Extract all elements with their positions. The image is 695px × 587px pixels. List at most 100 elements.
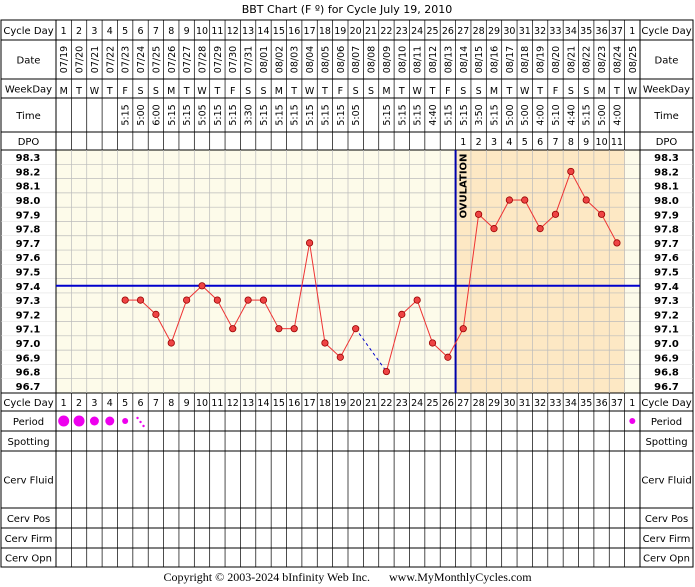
time-cell: 5:00 — [520, 104, 531, 125]
cycle-day-cell: 22 — [380, 398, 392, 409]
temp-segment — [155, 314, 172, 344]
date-cell: 08/02 — [274, 46, 285, 73]
date-cell: 08/07 — [351, 46, 362, 73]
time-cell: 5:15 — [320, 104, 331, 125]
date-cell: 08/11 — [413, 46, 424, 73]
weekday-cell: W — [90, 86, 100, 97]
ytick-label: 97.4 — [654, 282, 679, 293]
weekday-cell: W — [412, 86, 422, 97]
weekday-cell: F — [445, 86, 450, 97]
date-cell: 08/24 — [612, 46, 623, 73]
temp-point — [121, 296, 129, 304]
cycle-day-cell: 18 — [319, 398, 331, 409]
temp-point — [275, 325, 283, 333]
date-cell: 07/27 — [182, 46, 193, 73]
date-cell: 08/25 — [628, 46, 639, 73]
row-label-cycle-day: Cycle Day — [641, 398, 691, 409]
date-cell: 08/13 — [443, 46, 454, 73]
weekday-cell: M — [167, 86, 175, 97]
dpo-cell: 9 — [583, 137, 589, 148]
cycle-day-cell: 34 — [565, 398, 577, 409]
temp-point — [490, 225, 498, 233]
cycle-day-cell: 30 — [503, 26, 515, 37]
dpo-cell: 8 — [568, 137, 574, 148]
ytick-label: 96.9 — [654, 353, 679, 364]
temp-segment — [447, 328, 464, 358]
row-label-time: Time — [15, 111, 40, 122]
cycle-day-cell: 23 — [396, 26, 408, 37]
cycle-day-cell: 18 — [319, 26, 331, 37]
cycle-day-cell: 15 — [273, 398, 285, 409]
row-label-cerv-opn: Cerv Opn — [643, 554, 690, 565]
cycle-day-cell: 26 — [442, 398, 454, 409]
temp-point — [551, 210, 560, 218]
cycle-day-cell: 31 — [519, 398, 531, 409]
time-cell: 5:15 — [336, 104, 347, 125]
site-link[interactable]: www.MyMonthlyCycles.com — [389, 570, 532, 584]
cycle-day-cell: 22 — [380, 26, 392, 37]
time-cell: 5:15 — [413, 104, 424, 125]
cycle-day-cell: 12 — [227, 398, 239, 409]
date-cell: 07/31 — [244, 46, 255, 73]
ytick-label: 98.0 — [16, 196, 41, 207]
cycle-day-cell: 10 — [196, 398, 208, 409]
date-cell: 07/19 — [59, 46, 70, 73]
weekday-cell: W — [628, 86, 638, 97]
date-cell: 08/19 — [536, 46, 547, 73]
cycle-day-cell: 1 — [629, 398, 635, 409]
temp-point — [382, 367, 391, 376]
ytick-label: 97.8 — [654, 225, 679, 236]
cycle-day-cell: 24 — [411, 26, 423, 37]
time-cell: 4:00 — [612, 104, 623, 125]
time-cell: 6:00 — [151, 104, 162, 125]
ytick-label: 97.1 — [16, 325, 41, 336]
cycle-day-cell: 20 — [350, 398, 362, 409]
temp-point — [413, 296, 421, 304]
temp-segment — [416, 299, 433, 344]
date-cell: 08/18 — [520, 46, 531, 73]
temp-segment — [263, 299, 280, 329]
cycle-day-cell: 35 — [580, 26, 592, 37]
dpo-cell: 5 — [522, 137, 528, 148]
row-label-cycle-day: Cycle Day — [3, 398, 53, 409]
cycle-day-cell: 29 — [488, 26, 500, 37]
dpo-cell: 2 — [476, 137, 482, 148]
time-cell: 5:15 — [382, 104, 393, 125]
ytick-label: 96.7 — [16, 382, 41, 393]
weekday-cell: W — [197, 86, 207, 97]
row-label-spotting: Spotting — [7, 437, 49, 448]
time-cell: 3:50 — [474, 104, 485, 125]
time-cell: 5:15 — [259, 104, 270, 125]
time-cell: 4:40 — [428, 104, 439, 125]
ytick-label: 97.7 — [654, 239, 679, 250]
cycle-day-cell: 28 — [473, 398, 485, 409]
time-cell: 5:05 — [351, 104, 362, 125]
cycle-day-cell: 31 — [519, 26, 531, 37]
time-cell: 5:15 — [121, 104, 132, 125]
time-cell: 5:15 — [290, 104, 301, 125]
cycle-day-cell: 12 — [227, 26, 239, 37]
cycle-day-cell: 33 — [549, 398, 561, 409]
ytick-label: 97.9 — [654, 210, 679, 221]
ytick-label: 98.3 — [654, 153, 679, 164]
weekday-cell: T — [290, 86, 297, 97]
weekday-cell: T — [321, 86, 328, 97]
cycle-day-cell: 29 — [488, 398, 500, 409]
date-cell: 08/20 — [551, 46, 562, 73]
ytick-label: 98.2 — [16, 167, 41, 178]
ovulation-label: OVULATION — [459, 154, 470, 219]
time-cell: 5:15 — [274, 104, 285, 125]
temp-segment — [232, 299, 249, 329]
cycle-day-cell: 30 — [503, 398, 515, 409]
row-label-date: Date — [17, 56, 41, 67]
cycle-day-cell: 13 — [242, 26, 254, 37]
ytick-label: 97.2 — [16, 310, 41, 321]
date-cell: 07/23 — [121, 46, 132, 73]
cycle-day-cell: 5 — [122, 398, 128, 409]
period-dot — [89, 416, 99, 426]
weekday-cell: F — [122, 86, 127, 97]
weekday-cell: M — [490, 86, 498, 97]
cycle-day-cell: 20 — [350, 26, 362, 37]
cycle-day-cell: 23 — [396, 398, 408, 409]
